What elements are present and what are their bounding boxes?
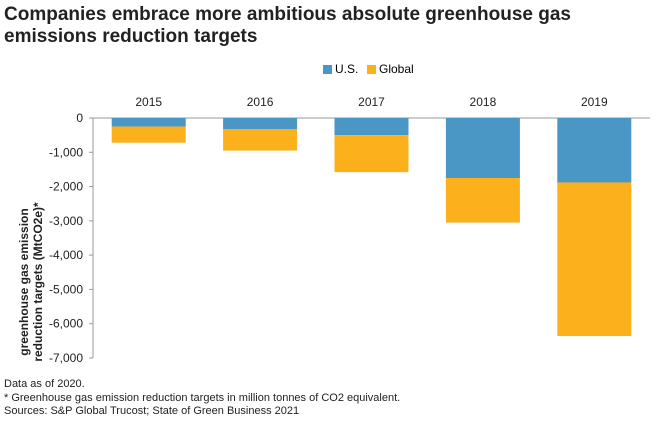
bar-us xyxy=(334,118,409,136)
y-tick-label: -1,000 xyxy=(49,145,83,159)
y-tick-label: -6,000 xyxy=(49,317,83,331)
y-axis-title-line-1: greenhouse gas emission xyxy=(17,208,31,355)
bar-global xyxy=(111,126,186,143)
bar-us xyxy=(111,118,186,127)
stacked-bar-chart: U.S. Global greenhouse gas emission redu… xyxy=(17,62,650,365)
x-tick-label: 2016 xyxy=(247,95,274,109)
legend-swatch-global xyxy=(367,65,376,74)
bar-us xyxy=(557,118,632,183)
legend-label-us: U.S. xyxy=(335,62,358,76)
legend-label-global: Global xyxy=(379,62,414,76)
note-data-as-of: Data as of 2020. xyxy=(4,378,85,390)
y-tick-label: 0 xyxy=(76,111,83,125)
bar-global xyxy=(557,182,632,337)
bar-us xyxy=(445,118,520,178)
y-tick-label: -3,000 xyxy=(49,214,83,228)
x-tick-label: 2017 xyxy=(358,95,385,109)
bar-global xyxy=(223,129,298,151)
note-sources: Sources: S&P Global Trucost; State of Gr… xyxy=(4,405,300,417)
legend-swatch-us xyxy=(323,65,332,74)
plot-area: 0 -1,000 -2,000 -3,000 -4,000 -5,000 -6,000 -7,… xyxy=(49,95,650,365)
x-tick-label: 2018 xyxy=(470,95,497,109)
bar-global xyxy=(334,135,409,173)
x-tick-label: 2019 xyxy=(581,95,608,109)
y-tick-label: -2,000 xyxy=(49,180,83,194)
y-axis-title: greenhouse gas emission reduction target… xyxy=(17,202,45,362)
y-tick-label: -4,000 xyxy=(49,248,83,262)
footnotes: Data as of 2020. * Greenhouse gas emissi… xyxy=(4,378,400,419)
x-tick-label: 2015 xyxy=(135,95,162,109)
y-tick-label: -5,000 xyxy=(49,282,83,296)
y-axis-title-line-2: reduction targets (MtCO2e)* xyxy=(31,202,45,362)
note-units: * Greenhouse gas emission reduction targ… xyxy=(4,391,401,404)
legend: U.S. Global xyxy=(323,62,414,76)
bar-us xyxy=(223,118,298,130)
y-tick-label: -7,000 xyxy=(49,351,83,365)
bar-global xyxy=(445,178,520,223)
chart-title: Companies embrace more ambitious absolut… xyxy=(4,4,571,47)
